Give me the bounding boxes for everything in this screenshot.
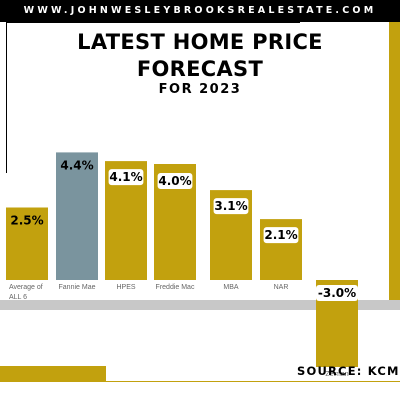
category-label: Fannie Mae [59, 284, 96, 291]
value-label-box [213, 198, 249, 215]
value-label-box [263, 227, 299, 244]
bottom-rule [0, 381, 400, 382]
top-banner [0, 0, 400, 22]
source-credit: SOURCE: KCM [297, 364, 400, 378]
category-label: NAR [274, 284, 289, 291]
value-label: 4.4% [60, 158, 93, 172]
title-frame [6, 22, 300, 173]
category-label: Freddie Mac [156, 284, 195, 291]
category-label: Zelman [325, 371, 348, 378]
value-label-box [157, 173, 193, 189]
bar [56, 152, 98, 280]
category-label: MBA [223, 284, 239, 291]
right-accent-bar [389, 22, 400, 300]
bar [6, 207, 48, 280]
category-label: HPES [116, 284, 135, 291]
value-label: 2.5% [10, 214, 43, 228]
value-label: -3.0% [318, 286, 356, 300]
value-label-box [108, 169, 144, 186]
zero-baseline [0, 300, 400, 310]
bottom-accent-block [0, 366, 106, 381]
category-label: Average of [9, 284, 43, 291]
title-line-2: FORECAST [136, 57, 264, 81]
value-label: 2.1% [264, 228, 297, 242]
value-label: 4.0% [158, 174, 191, 188]
value-label-box [316, 285, 358, 301]
category-label: ALL 6 [9, 294, 27, 301]
value-label: 4.1% [109, 170, 142, 184]
chart-title: LATEST HOME PRICE FORECAST [0, 29, 400, 83]
value-label: 3.1% [214, 199, 247, 213]
title-line-1: LATEST HOME PRICE [77, 30, 323, 54]
chart-subtitle: FOR 2023 [158, 82, 242, 97]
website-url: WWW.JOHNWESLEYBROOKSREALESTATE.COM [23, 5, 377, 16]
